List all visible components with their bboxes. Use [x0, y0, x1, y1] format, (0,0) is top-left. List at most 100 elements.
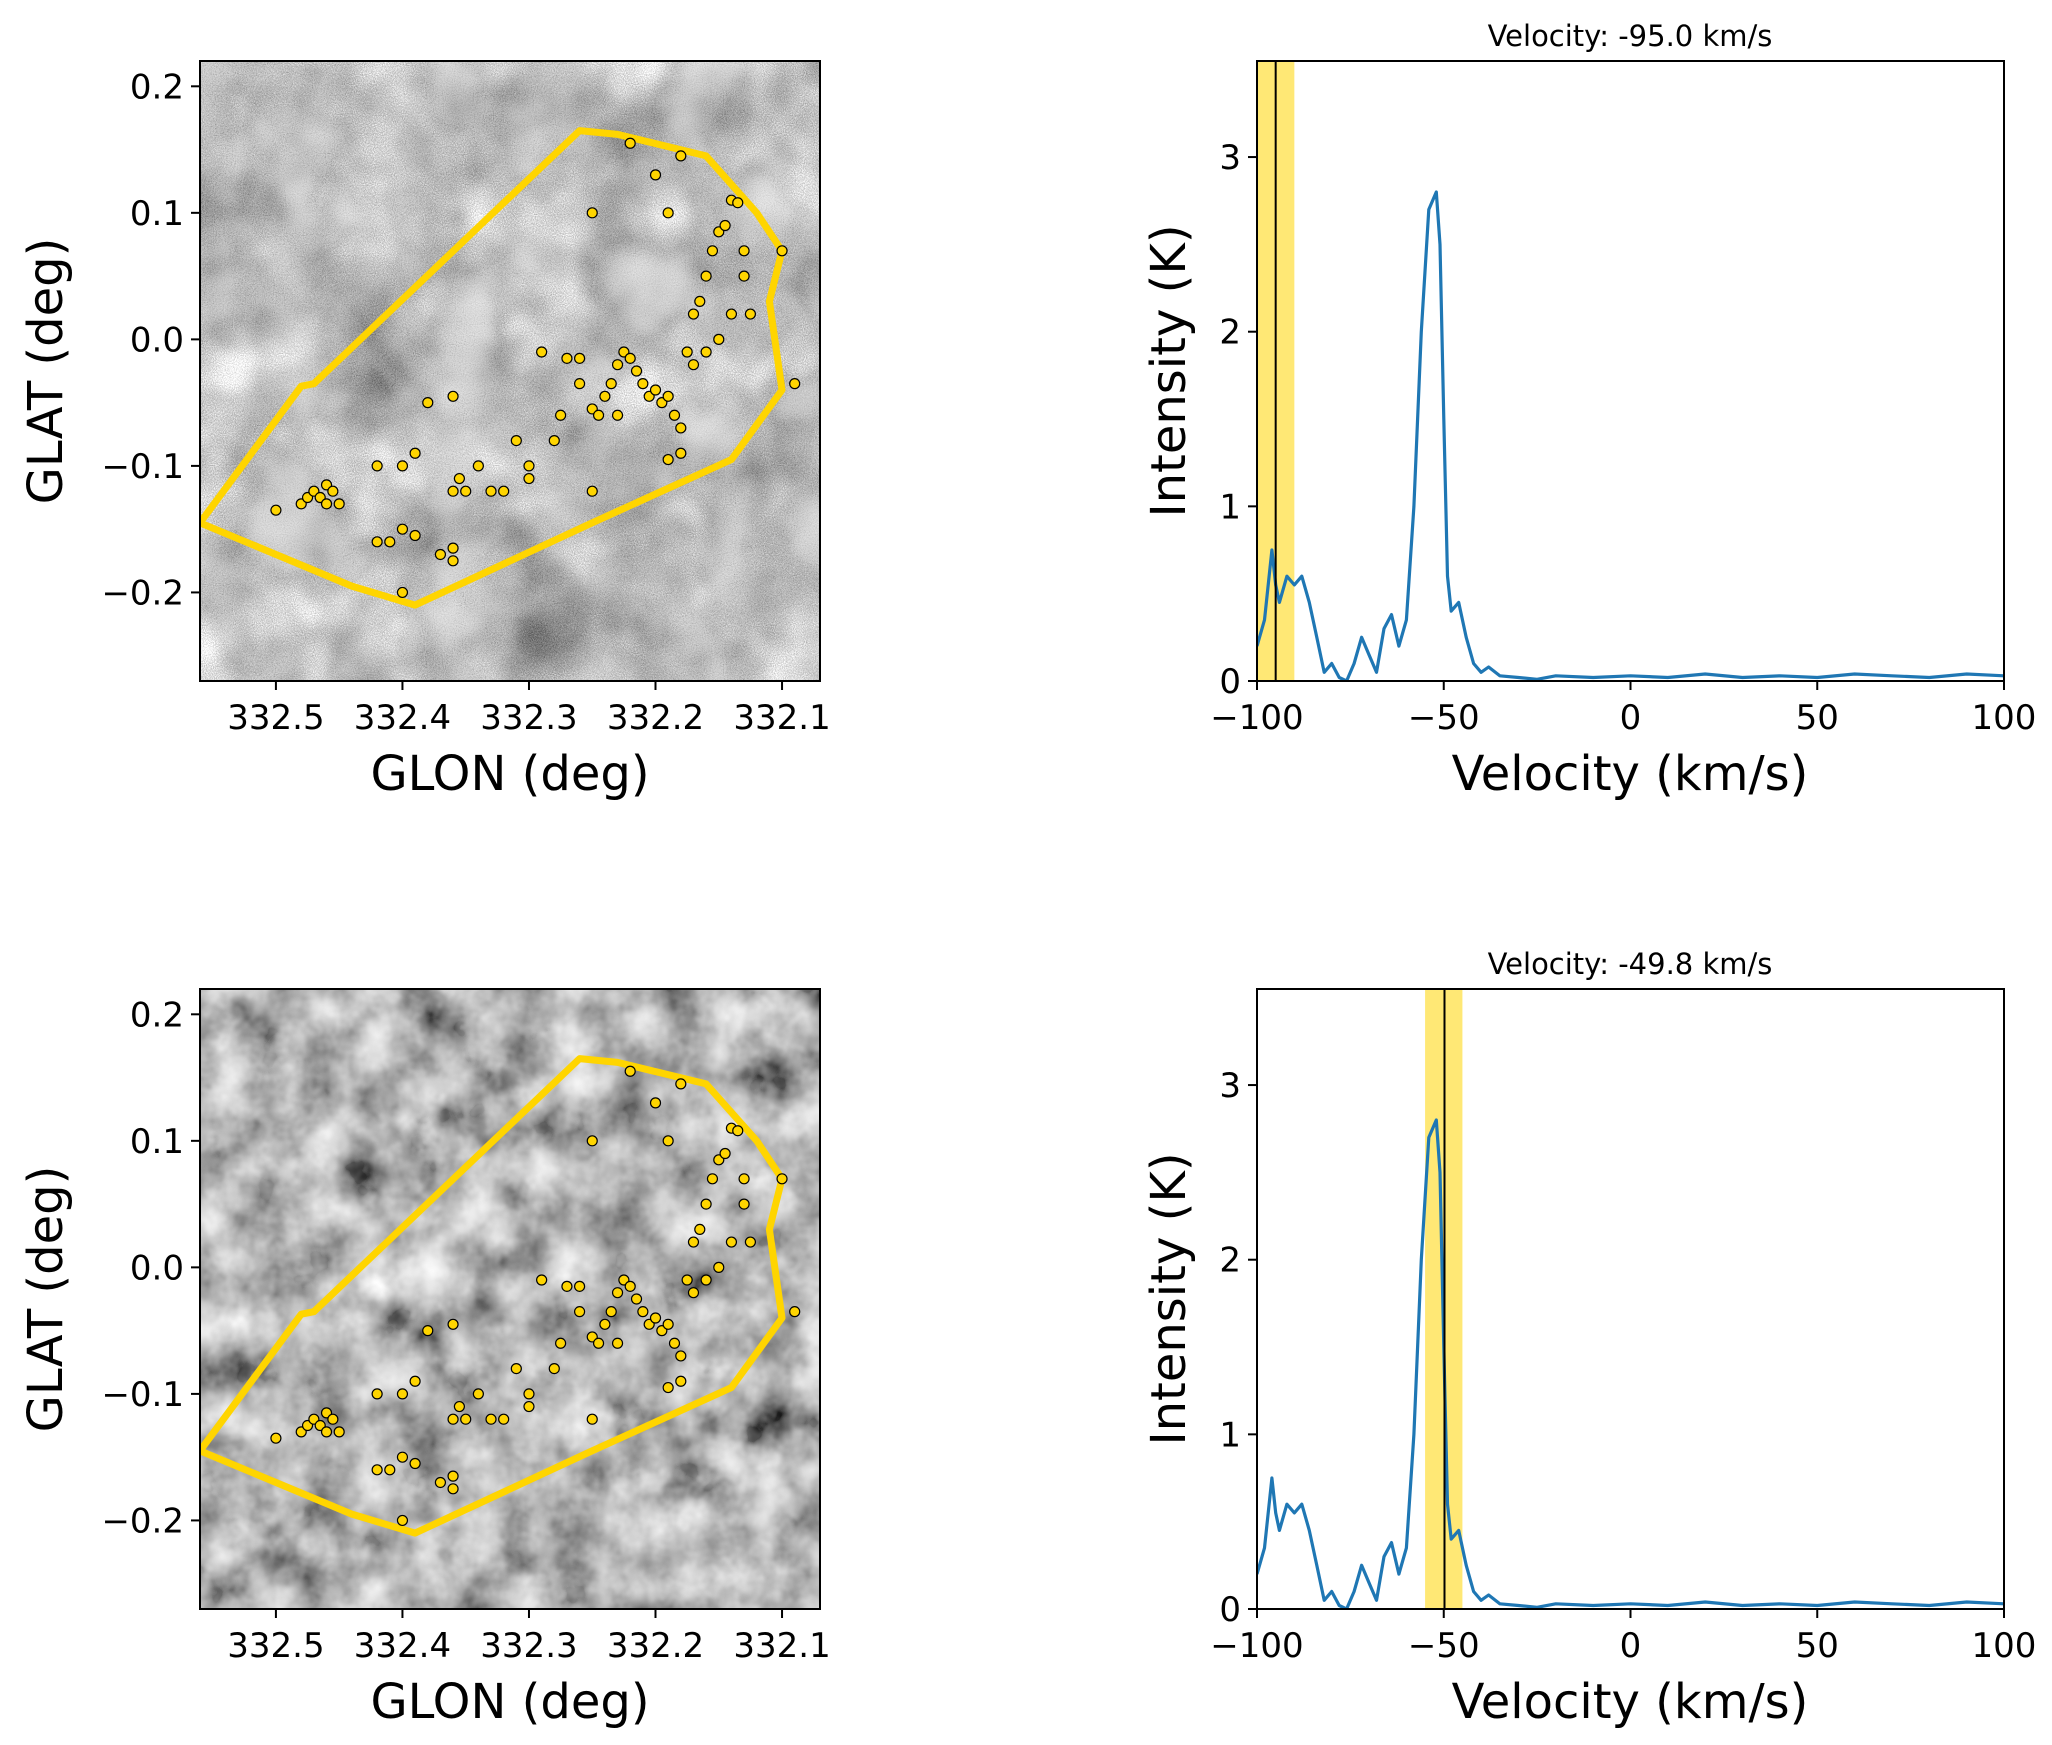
source-point: [447, 390, 459, 402]
x-tick-label: 332.1: [733, 698, 830, 738]
source-point: [472, 1388, 484, 1400]
y-tick-label: 1: [1219, 487, 1241, 527]
source-point: [536, 346, 548, 358]
source-point: [523, 1400, 535, 1413]
source-point: [447, 555, 459, 567]
y-tick-label: 0.1: [130, 194, 184, 234]
source-point: [409, 447, 421, 459]
x-tick-label: 332.4: [354, 1626, 451, 1666]
source-point: [738, 1173, 750, 1185]
source-point: [630, 365, 643, 377]
y-tick-label: 0.0: [130, 1248, 184, 1288]
source-point: [662, 390, 674, 402]
source-point: [396, 523, 409, 535]
source-point: [744, 308, 757, 320]
y-tick-label: 0: [1219, 1590, 1241, 1630]
source-point: [460, 485, 472, 497]
y-tick-label: −0.2: [101, 573, 184, 613]
spectrum-frame-bottom: [1256, 988, 2005, 1610]
source-point: [371, 1464, 383, 1476]
y-tick-label: −0.1: [101, 1375, 184, 1415]
source-point: [573, 352, 586, 364]
source-point: [561, 1280, 573, 1292]
source-point: [675, 1375, 687, 1387]
source-point: [453, 1400, 465, 1413]
source-point: [422, 1325, 434, 1337]
source-point: [573, 1306, 586, 1318]
x-tick-label: 332.3: [480, 698, 577, 738]
source-point: [586, 1413, 598, 1425]
source-point: [605, 378, 617, 390]
source-point: [668, 409, 681, 421]
source-point: [649, 169, 662, 181]
source-point: [555, 409, 567, 421]
source-point: [706, 245, 719, 257]
source-point: [725, 1236, 738, 1248]
x-tick-label: 50: [1796, 1626, 1839, 1666]
y-tick-label: 0.2: [130, 67, 184, 107]
source-point: [270, 504, 282, 516]
source-point: [510, 434, 522, 447]
source-point: [485, 485, 497, 497]
source-point: [668, 1337, 681, 1349]
source-point: [573, 378, 586, 390]
source-point: [333, 1426, 345, 1438]
y-ticks-spectrum-bottom: 0 1 2 3: [1219, 1066, 1257, 1630]
x-tick-label: 332.5: [227, 1626, 324, 1666]
y-tick-label: 0.0: [130, 320, 184, 360]
source-point: [371, 1388, 383, 1400]
source-point: [662, 207, 674, 219]
source-point: [320, 498, 333, 510]
source-point: [523, 1388, 535, 1400]
x-tick-label: −100: [1210, 698, 1303, 738]
source-point: [713, 333, 725, 345]
y-axis-label-map-bottom: GLAT (deg): [18, 1166, 74, 1433]
y-tick-label: 3: [1219, 1066, 1241, 1106]
x-ticks-map-bottom: 332.5 332.4 332.3 332.2 332.1: [227, 1609, 831, 1666]
y-tick-label: 2: [1219, 1241, 1241, 1281]
x-tick-label: −100: [1210, 1626, 1303, 1666]
spectrum-title-top: Velocity: -95.0 km/s: [1488, 19, 1773, 53]
x-tick-label: 100: [1972, 1626, 2037, 1666]
source-point: [561, 352, 573, 364]
source-point: [713, 1261, 725, 1273]
source-point: [555, 1337, 567, 1349]
source-point: [586, 485, 598, 497]
source-point: [649, 1312, 662, 1324]
source-point: [732, 197, 744, 209]
x-axis-label-map-bottom: GLON (deg): [370, 1674, 649, 1730]
source-point: [789, 1306, 801, 1318]
spectrum-title-bottom: Velocity: -49.8 km/s: [1488, 947, 1773, 981]
x-axis-label-map-top: GLON (deg): [370, 746, 649, 802]
y-tick-label: 3: [1219, 138, 1241, 178]
source-point: [498, 1413, 510, 1425]
x-ticks-spectrum-top: −100 −50 0 50 100: [1210, 681, 2036, 738]
x-tick-label: 0: [1620, 698, 1642, 738]
source-point: [396, 1451, 409, 1463]
source-point: [630, 1293, 643, 1305]
source-point: [675, 1350, 687, 1362]
source-point: [789, 378, 801, 390]
x-tick-label: 0: [1620, 1626, 1642, 1666]
source-point: [662, 453, 674, 466]
y-tick-label: 0: [1219, 662, 1241, 702]
map-frame-bottom: [199, 988, 821, 1610]
source-point: [485, 1413, 497, 1425]
y-tick-label: −0.2: [101, 1501, 184, 1541]
x-tick-label: −50: [1408, 1626, 1480, 1666]
x-tick-label: −50: [1408, 698, 1480, 738]
y-ticks-map-bottom: 0.2 0.1 0.0 −0.1 −0.2: [101, 995, 200, 1541]
y-ticks-map-top: 0.2 0.1 0.0 −0.1 −0.2: [101, 67, 200, 613]
x-tick-label: 50: [1796, 698, 1839, 738]
source-point: [320, 1426, 333, 1438]
source-point: [396, 1388, 409, 1400]
y-ticks-spectrum-top: 0 1 2 3: [1219, 138, 1257, 702]
spectrum-line: [1257, 1118, 2004, 1609]
source-point: [523, 472, 535, 485]
x-axis-label-spectrum-top: Velocity (km/s): [1452, 746, 1809, 802]
x-tick-label: 332.5: [227, 698, 324, 738]
source-point: [675, 150, 687, 162]
map-background-top: [200, 61, 820, 681]
source-point: [624, 1280, 636, 1292]
source-point: [434, 548, 447, 561]
